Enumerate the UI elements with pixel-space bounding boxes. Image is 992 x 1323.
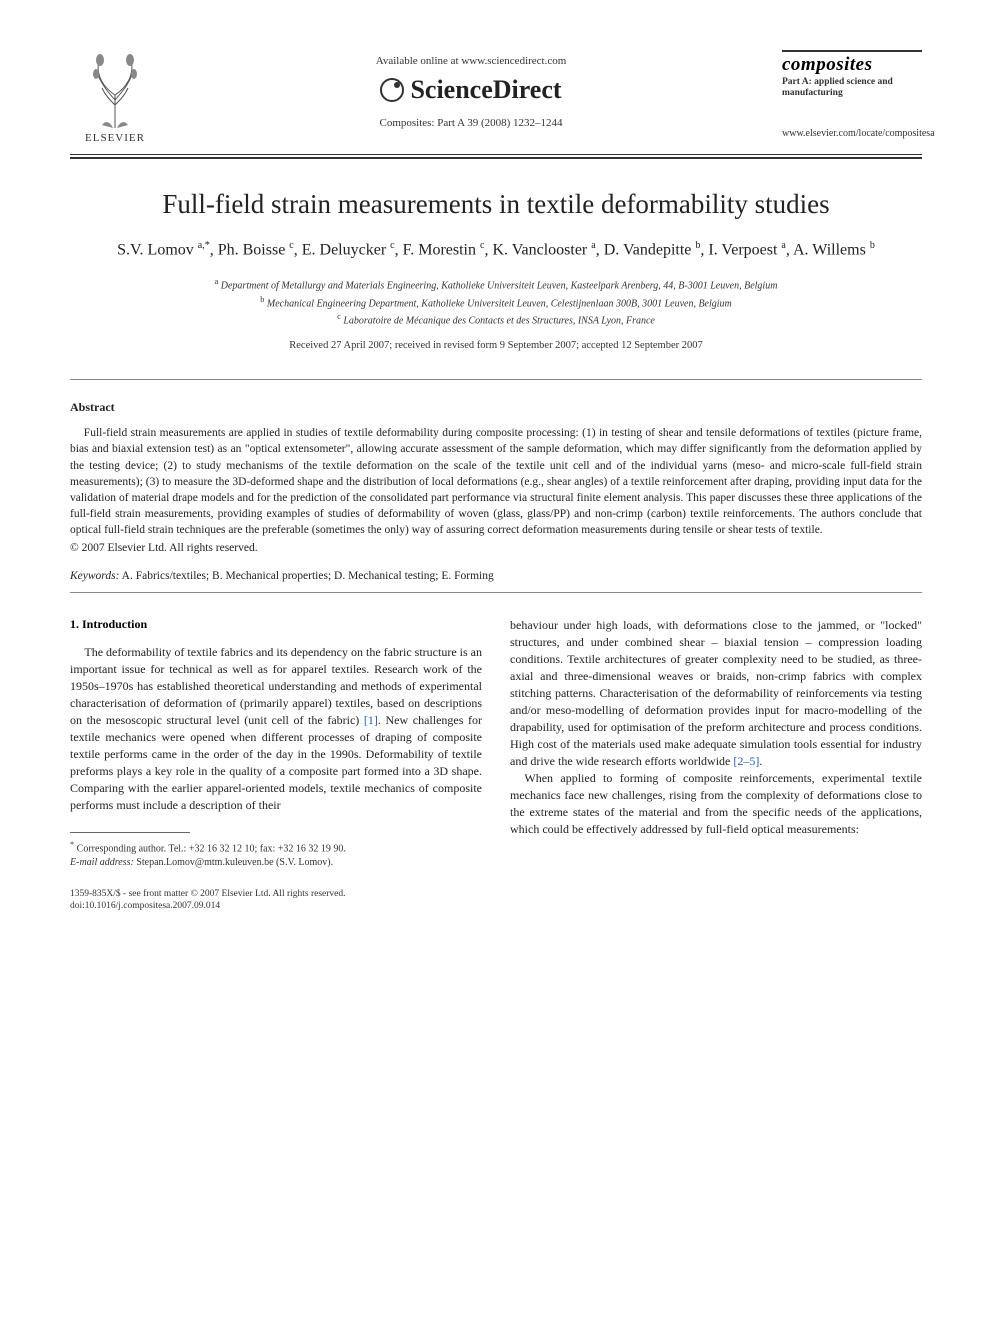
header-rule-thin [70, 154, 922, 155]
elsevier-tree-icon [80, 50, 150, 130]
abstract-heading: Abstract [70, 400, 922, 415]
sciencedirect-text: ScienceDirect [410, 75, 561, 105]
email-label: E-mail address: [70, 857, 134, 868]
abstract-text: Full-field strain measurements are appli… [70, 425, 922, 538]
footnote-separator [70, 832, 190, 833]
journal-logo-block: composites Part A: applied science and m… [782, 50, 922, 139]
column-left: 1. Introduction The deformability of tex… [70, 617, 482, 912]
rule-after-keywords [70, 592, 922, 593]
affiliations: a Department of Metallurgy and Materials… [70, 276, 922, 328]
sciencedirect-logo: ScienceDirect [160, 75, 782, 105]
corresponding-author-footnote: * Corresponding author. Tel.: +32 16 32 … [70, 839, 482, 869]
email-suffix: (S.V. Lomov). [276, 857, 333, 868]
footer-front-matter: 1359-835X/$ - see front matter © 2007 El… [70, 888, 482, 900]
page: ELSEVIER Available online at www.science… [0, 0, 992, 1323]
intro-paragraph-1: The deformability of textile fabrics and… [70, 644, 482, 814]
keywords-label: Keywords: [70, 570, 119, 582]
reference-link-2-5[interactable]: [2–5] [733, 754, 759, 768]
affiliation-c: c Laboratoire de Mécanique des Contacts … [70, 311, 922, 328]
publisher-label: ELSEVIER [70, 132, 160, 144]
journal-subtitle: Part A: applied science and manufacturin… [782, 77, 922, 100]
article-dates: Received 27 April 2007; received in revi… [70, 340, 922, 351]
footer-doi: doi:10.1016/j.compositesa.2007.09.014 [70, 900, 482, 912]
reference-link-1[interactable]: [1] [364, 713, 378, 727]
column-right: behaviour under high loads, with deforma… [510, 617, 922, 912]
footer-block: 1359-835X/$ - see front matter © 2007 El… [70, 888, 482, 913]
intro-heading: 1. Introduction [70, 617, 482, 632]
sciencedirect-icon [380, 78, 404, 102]
copyright-line: © 2007 Elsevier Ltd. All rights reserved… [70, 542, 922, 554]
journal-logo-text: composites [782, 50, 922, 76]
article-title: Full-field strain measurements in textil… [70, 189, 922, 220]
authors-list: S.V. Lomov a,*, Ph. Boisse c, E. Deluyck… [70, 238, 922, 262]
keywords-text: A. Fabrics/textiles; B. Mechanical prope… [122, 570, 494, 582]
intro-paragraph-1-cont: behaviour under high loads, with deforma… [510, 617, 922, 838]
journal-citation: Composites: Part A 39 (2008) 1232–1244 [160, 117, 782, 129]
available-online-text: Available online at www.sciencedirect.co… [160, 55, 782, 67]
header-row: ELSEVIER Available online at www.science… [70, 50, 922, 144]
affiliation-a: a Department of Metallurgy and Materials… [70, 276, 922, 293]
body-columns: 1. Introduction The deformability of tex… [70, 617, 922, 912]
publisher-logo-block: ELSEVIER [70, 50, 160, 144]
journal-url: www.elsevier.com/locate/compositesa [782, 128, 922, 139]
email-address[interactable]: Stepan.Lomov@mtm.kuleuven.be [136, 857, 273, 868]
intro-paragraph-2: When applied to forming of composite rei… [510, 770, 922, 838]
keywords-line: Keywords: A. Fabrics/textiles; B. Mechan… [70, 570, 922, 582]
header-rule-thick [70, 157, 922, 159]
header-center: Available online at www.sciencedirect.co… [160, 50, 782, 129]
affiliation-b: b Mechanical Engineering Department, Kat… [70, 294, 922, 311]
rule-before-abstract [70, 379, 922, 380]
